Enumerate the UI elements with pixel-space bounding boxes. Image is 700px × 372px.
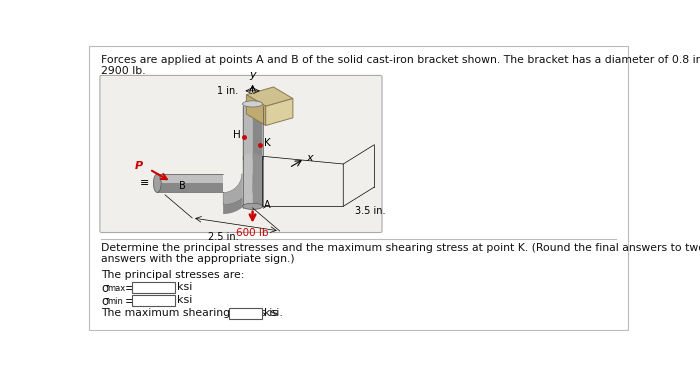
Polygon shape	[223, 174, 254, 205]
Text: y: y	[249, 70, 256, 80]
Text: 2900 lb.: 2900 lb.	[102, 66, 146, 76]
Text: max: max	[107, 284, 125, 293]
Bar	[132, 295, 175, 306]
Text: P: P	[135, 161, 143, 171]
Ellipse shape	[242, 203, 262, 209]
Text: B: B	[179, 181, 186, 191]
Polygon shape	[266, 99, 293, 125]
Text: ksi: ksi	[176, 295, 192, 305]
Text: ksi: ksi	[176, 282, 192, 292]
Text: σ: σ	[102, 295, 108, 308]
FancyBboxPatch shape	[100, 76, 382, 232]
Text: 600 lb: 600 lb	[237, 228, 269, 238]
Text: The principal stresses are:: The principal stresses are:	[102, 270, 245, 280]
Text: ≡: ≡	[139, 178, 149, 188]
Text: K: K	[264, 138, 271, 148]
Text: H: H	[233, 131, 241, 141]
Ellipse shape	[242, 101, 262, 107]
Text: 1 in.: 1 in.	[216, 86, 238, 96]
Text: ksi.: ksi.	[264, 308, 284, 318]
Polygon shape	[242, 102, 253, 160]
Polygon shape	[246, 87, 293, 106]
Polygon shape	[253, 102, 262, 160]
Bar	[230, 308, 262, 319]
Polygon shape	[223, 183, 254, 214]
Text: 2.5 in.: 2.5 in.	[208, 232, 239, 242]
Polygon shape	[158, 174, 223, 183]
Text: A: A	[264, 200, 271, 210]
Text: 3.5 in.: 3.5 in.	[355, 206, 386, 217]
Ellipse shape	[153, 174, 161, 192]
Bar	[132, 282, 175, 293]
Text: min: min	[107, 297, 122, 306]
Polygon shape	[158, 183, 223, 192]
Text: =: =	[125, 282, 134, 295]
Text: =: =	[125, 295, 134, 308]
Polygon shape	[246, 95, 266, 125]
Text: x: x	[306, 153, 313, 163]
Polygon shape	[242, 153, 253, 206]
Text: Forces are applied at points A and B of the solid cast-iron bracket shown. The b: Forces are applied at points A and B of …	[102, 55, 700, 65]
Text: Determine the principal stresses and the maximum shearing stress at point K. (Ro: Determine the principal stresses and the…	[102, 243, 700, 253]
Text: The maximum shearing stress is: The maximum shearing stress is	[102, 308, 282, 318]
Polygon shape	[253, 153, 262, 210]
Text: σ: σ	[102, 282, 108, 295]
Text: answers with the appropriate sign.): answers with the appropriate sign.)	[102, 254, 295, 264]
